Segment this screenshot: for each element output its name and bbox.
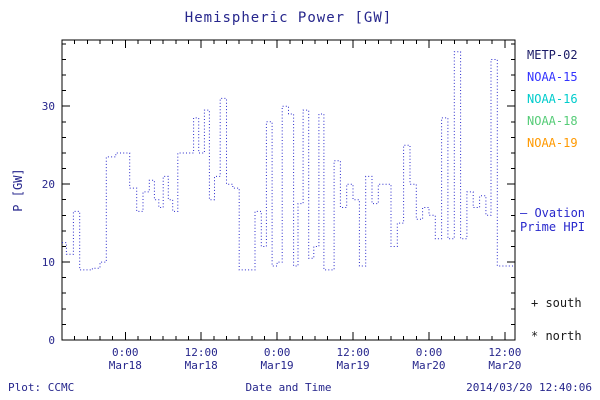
south-marker-note: + south [531,296,582,310]
x-tick-label-time: 12:00 [488,346,521,359]
x-tick-label-date: Mar19 [261,359,294,372]
x-tick-label-time: 12:00 [336,346,369,359]
x-tick-label-date: Mar19 [336,359,369,372]
north-marker-note: * north [531,329,582,343]
y-tick-label: 10 [42,256,55,269]
chart-title: Hemispheric Power [GW] [184,10,393,26]
x-axis-label: Date and Time [245,381,332,394]
x-tick-label-time: 0:00 [264,346,291,359]
legend-item-metp02: METP-02 [527,48,578,62]
x-tick-label-date: Mar20 [412,359,445,372]
legend-item-noaa16: NOAA-16 [527,92,578,106]
y-tick-label: 30 [42,100,55,113]
y-tick-label: 20 [42,178,55,191]
legend-item-noaa18: NOAA-18 [527,114,578,128]
plot-timestamp: 2014/03/20 12:40:06 [466,381,592,394]
y-axis-label: P [GW] [11,168,25,212]
x-tick-label-date: Mar18 [185,359,218,372]
x-tick-label-time: 12:00 [185,346,218,359]
ovation-prime-label-line2: Prime HPI [520,220,586,234]
hpi-step-line [62,51,515,271]
x-tick-label-date: Mar18 [109,359,142,372]
plot-credit: Plot: CCMC [8,381,75,394]
ovation-prime-label-line1: — Ovation [520,206,586,220]
plot-frame [61,39,516,341]
x-tick-label-time: 0:00 [112,346,139,359]
legend-item-noaa19: NOAA-19 [527,136,578,150]
legend-item-noaa15: NOAA-15 [527,70,578,84]
x-tick-label-time: 0:00 [416,346,443,359]
x-tick-label-date: Mar20 [488,359,521,372]
y-tick-label: 0 [48,334,55,347]
